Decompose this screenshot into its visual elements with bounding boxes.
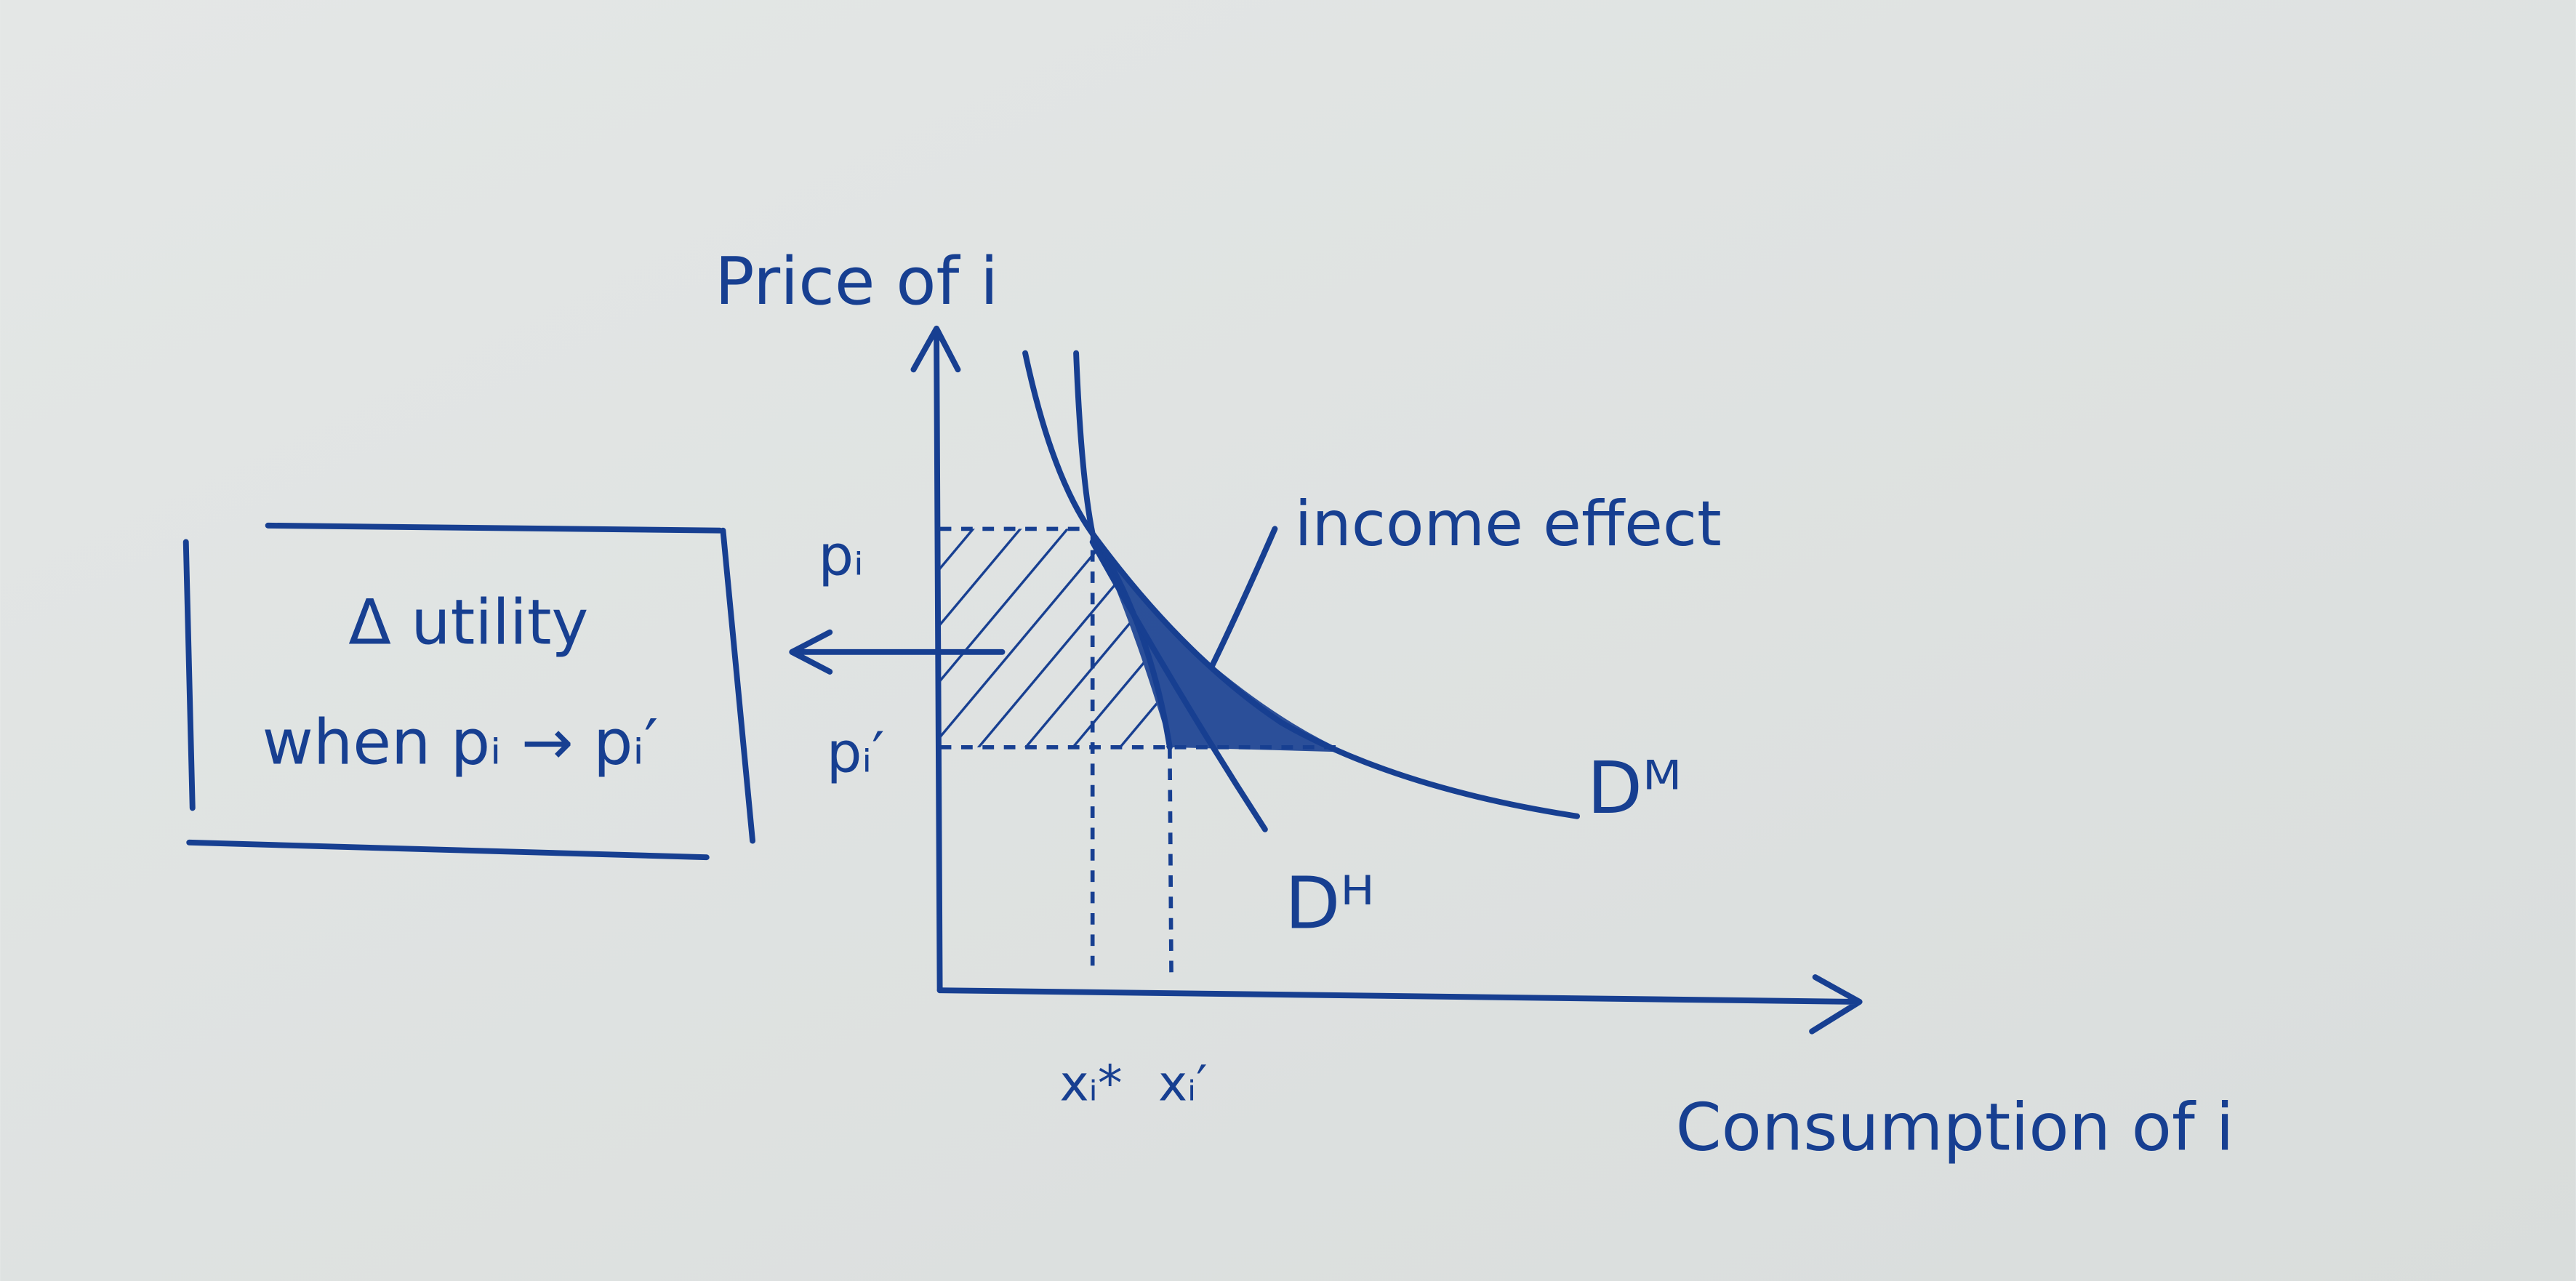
y-axis-label: Price of i bbox=[715, 244, 998, 320]
curve-label: Dᴴ bbox=[1285, 862, 1375, 945]
quantity-label: xᵢ* bbox=[1060, 1055, 1123, 1112]
box-text: when pᵢ → pᵢ′ bbox=[262, 706, 659, 779]
curve-label: Dᴹ bbox=[1587, 747, 1682, 830]
x-axis-label: Consumption of i bbox=[1676, 1089, 2234, 1165]
price-label: pᵢ bbox=[818, 524, 863, 589]
quantity-label: xᵢ′ bbox=[1158, 1055, 1208, 1112]
arrow bbox=[789, 629, 1006, 675]
price-label: pᵢ′ bbox=[827, 721, 885, 786]
box-text: Δ utility bbox=[348, 587, 588, 659]
hatched-area bbox=[939, 529, 1170, 747]
marshallian-demand bbox=[1073, 350, 1581, 819]
income-effect-area bbox=[1092, 534, 1347, 752]
hicksian-demand bbox=[1089, 539, 1268, 832]
quantity-guide bbox=[1168, 747, 1173, 982]
annotation: income effect bbox=[1295, 488, 1722, 561]
y-axis bbox=[910, 325, 961, 994]
pointer bbox=[1209, 526, 1278, 668]
box bbox=[182, 522, 756, 861]
x-axis bbox=[936, 974, 1863, 1035]
